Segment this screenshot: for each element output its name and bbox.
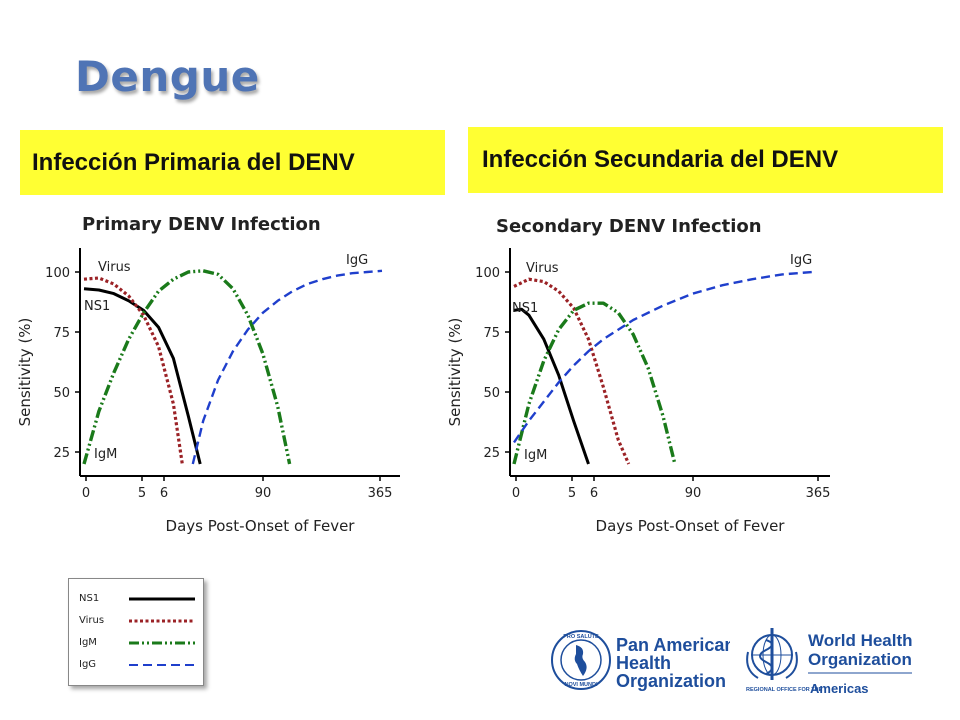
paho-name-line1: Pan American [616, 635, 730, 655]
series-ns1-line [513, 307, 590, 465]
banner-primary-label: Infección Primaria del DENV [32, 148, 355, 176]
series-virus-line [83, 276, 184, 465]
legend-swatch-igm [129, 641, 195, 645]
legend-swatch-virus [129, 619, 195, 623]
who-name-line2: Organization [808, 650, 912, 669]
series-igg-line [513, 270, 813, 444]
y-tick-label: 25 [53, 446, 70, 461]
x-axis-label: Days Post-Onset of Fever [596, 517, 786, 535]
x-tick-label: 5 [568, 486, 576, 501]
y-tick-label: 75 [483, 326, 500, 341]
curve-label-igg: IgG [346, 253, 368, 268]
who-emblem-icon [746, 628, 798, 680]
series-igm-line [512, 301, 677, 465]
legend-label-virus: Virus [79, 615, 105, 626]
y-tick-label: 25 [483, 446, 500, 461]
x-tick-label: 6 [590, 486, 598, 501]
secondary-infection-chart: Secondary DENV Infection 100 75 50 25 0 5 6 90 36… [446, 216, 831, 535]
x-tick-label: 6 [160, 486, 168, 501]
x-tick-label: 365 [806, 486, 831, 501]
legend-label-igm: IgM [79, 637, 97, 648]
paho-logo: PRO SALUTE NOVI MUNDI Pan American Healt… [551, 630, 730, 691]
chart-title: Secondary DENV Infection [496, 216, 762, 237]
y-axis-label: Sensitivity (%) [16, 318, 34, 427]
chart-legend: NS1 Virus IgM IgG [68, 578, 204, 686]
banner-secondary-label: Infección Secundaria del DENV [482, 146, 839, 173]
y-tick-label: 75 [53, 326, 70, 341]
series-ns1-line [83, 287, 202, 465]
legend-label-ns1: NS1 [79, 593, 100, 604]
curve-label-igg: IgG [790, 253, 812, 268]
who-name-line1: World Health [808, 631, 913, 650]
x-tick-label: 0 [82, 486, 90, 501]
x-tick-label: 365 [368, 486, 393, 501]
curve-label-ns1: NS1 [84, 299, 110, 314]
y-tick-label: 100 [45, 266, 70, 281]
x-tick-label: 90 [685, 486, 702, 501]
series-igg-line [191, 269, 383, 465]
paho-name-line2: Health [616, 653, 671, 673]
x-tick-label: 0 [512, 486, 520, 501]
y-axis-label: Sensitivity (%) [446, 318, 464, 427]
legend-label-igg: IgG [79, 659, 97, 670]
curve-label-igm: IgM [524, 448, 547, 463]
primary-infection-chart: Primary DENV Infection 100 75 50 25 0 5 6 90 365 D… [16, 214, 400, 535]
slide-title: Dengue [75, 52, 260, 101]
chart-title: Primary DENV Infection [82, 214, 321, 235]
legend-swatch-ns1 [129, 597, 195, 601]
who-regional-text: REGIONAL OFFICE FOR THE [746, 687, 823, 693]
who-americas-text: Americas [810, 681, 869, 696]
x-axis-label: Days Post-Onset of Fever [166, 517, 356, 535]
paho-seal-top-text: PRO SALUTE [563, 634, 599, 640]
series-virus-line [513, 277, 631, 465]
series-igm-line [82, 269, 292, 465]
banner-secondary-infection: Infección Secundaria del DENV [468, 127, 943, 193]
paho-name-line3: Organization [616, 671, 726, 691]
x-tick-label: 5 [138, 486, 146, 501]
curve-label-virus: Virus [526, 261, 559, 276]
y-tick-label: 50 [53, 386, 70, 401]
x-tick-label: 90 [255, 486, 272, 501]
paho-seal-icon: PRO SALUTE NOVI MUNDI [551, 630, 611, 690]
curve-label-igm: IgM [94, 447, 117, 462]
curve-label-virus: Virus [98, 260, 131, 275]
banner-primary-infection: Infección Primaria del DENV [20, 130, 445, 195]
curve-label-ns1: NS1 [512, 301, 538, 316]
y-tick-label: 50 [483, 386, 500, 401]
y-tick-label: 100 [475, 266, 500, 281]
legend-swatch-igg [129, 664, 195, 666]
paho-seal-bottom-text: NOVI MUNDI [565, 682, 598, 688]
who-logo: World Health Organization REGIONAL OFFIC… [746, 628, 913, 696]
